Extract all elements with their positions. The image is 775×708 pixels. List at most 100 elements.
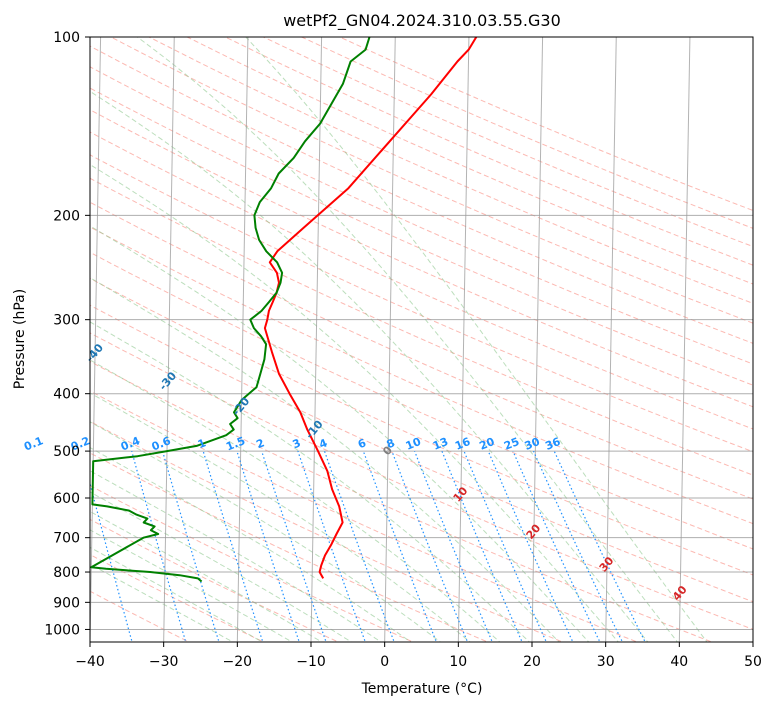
- dry-adiabat: [263, 37, 753, 248]
- x-tick-label: 10: [449, 654, 467, 670]
- mixing-ratio-line: [202, 450, 264, 642]
- y-tick-label: 700: [53, 531, 80, 547]
- y-tick-label: 300: [53, 313, 80, 329]
- y-axis-title: Pressure (hPa): [12, 289, 28, 389]
- moist-adiabat: [90, 90, 649, 642]
- isotherm-line: [605, 37, 617, 642]
- y-tick-label: 800: [53, 565, 80, 581]
- isotherm-label: 10: [451, 484, 471, 504]
- mixing-ratio-line: [414, 450, 493, 642]
- mixing-ratio-label: 6: [356, 436, 368, 451]
- chart-annotation-labels: 0.1 0.2 0.4 0.6 1 1.5 2 3 4 6 8 10 13 16 20 25 30 36-40-3…: [22, 341, 690, 603]
- mixing-ratio-line: [297, 450, 366, 642]
- y-tick-label: 400: [53, 387, 80, 403]
- isotherm-line: [457, 37, 470, 642]
- isotherm-line: [531, 37, 544, 642]
- x-tick-label: −30: [149, 654, 179, 670]
- moist-adiabat: [90, 491, 353, 642]
- x-tick-label: 0: [380, 654, 389, 670]
- mixing-ratio-label: 2: [254, 436, 266, 451]
- dry-adiabat: [90, 390, 639, 642]
- chart-grid: [35, 37, 753, 644]
- mixing-ratio-label: 25: [502, 435, 521, 453]
- isotherm-label: -40: [83, 341, 106, 365]
- dry-adiabat: [90, 277, 753, 576]
- mixing-ratio-line: [512, 450, 601, 642]
- dry-adiabat: [90, 518, 340, 642]
- mixing-ratio-line: [441, 450, 523, 642]
- dry-adiabat: [90, 484, 415, 642]
- mixing-ratio-label: 0.1: [22, 434, 45, 453]
- moist-adiabat: [90, 163, 619, 642]
- dry-adiabat: [90, 251, 753, 550]
- mixing-ratio-line: [323, 450, 395, 642]
- mixing-ratio-line: [90, 481, 133, 642]
- isotherm-line: [384, 37, 396, 642]
- dry-adiabat: [90, 420, 564, 642]
- dry-adiabat: [186, 37, 753, 285]
- dry-adiabat: [90, 87, 753, 386]
- isotherm-line: [752, 613, 753, 642]
- dewpoint-profile-line: [90, 37, 371, 583]
- y-tick-label: 200: [53, 208, 80, 224]
- isotherm-line: [678, 37, 691, 642]
- isotherm-line: [163, 37, 175, 642]
- dry-adiabat: [225, 37, 753, 266]
- x-tick-label: 30: [597, 654, 615, 670]
- isotherm-line: [90, 37, 102, 642]
- moist-adiabat: [90, 446, 412, 642]
- y-tick-label: 600: [53, 491, 80, 507]
- moist-adiabat: [90, 421, 442, 642]
- dry-adiabat: [90, 332, 753, 630]
- dry-adiabat: [90, 109, 753, 408]
- mixing-ratio-line: [553, 450, 646, 642]
- mixing-ratio-line: [391, 450, 469, 642]
- dry-adiabat: [90, 45, 753, 344]
- x-tick-label: −20: [223, 654, 253, 670]
- isotherm-label: 30: [597, 554, 617, 574]
- moist-adiabat: [90, 277, 560, 642]
- mixing-ratio-label: 13: [431, 435, 450, 453]
- mixing-ratio-label: 16: [453, 435, 472, 453]
- mixing-ratio-line: [261, 450, 327, 642]
- x-tick-label: 20: [523, 654, 541, 670]
- dry-adiabat: [90, 590, 190, 642]
- y-tick-label: 900: [53, 595, 80, 611]
- x-axis-title: Temperature (°C): [361, 681, 483, 697]
- isotherm-label: 40: [670, 583, 690, 603]
- y-tick-label: 1000: [44, 622, 80, 638]
- plot-frame: [89, 36, 754, 643]
- x-tick-label: −40: [75, 654, 105, 670]
- isotherm-line: [310, 37, 323, 642]
- dry-adiabat: [90, 177, 753, 476]
- mixing-ratio-label: 4: [317, 436, 329, 451]
- chart-data-layer: [90, 37, 478, 583]
- mixing-ratio-label: 30: [523, 435, 542, 453]
- moist-adiabat: [137, 37, 679, 642]
- dry-adiabat: [339, 37, 753, 212]
- x-tick-label: −10: [296, 654, 326, 670]
- mixing-ratio-line: [161, 450, 220, 642]
- x-tick-label: 40: [670, 654, 688, 670]
- mixing-ratio-label: 10: [404, 435, 423, 453]
- dry-adiabat: [90, 154, 753, 453]
- mixing-ratio-line: [131, 450, 187, 642]
- chart-title: wetPf2_GN04.2024.310.03.55.G30: [283, 11, 561, 31]
- y-tick-label: 100: [53, 30, 80, 46]
- mixing-ratio-label: 1: [196, 436, 208, 451]
- mixing-ratio-label: 20: [477, 435, 496, 453]
- temperature-profile-line: [263, 37, 478, 579]
- isotherm-label: -20: [230, 395, 253, 419]
- dry-adiabat: [90, 131, 753, 430]
- moist-adiabat: [90, 510, 323, 642]
- dry-adiabat: [90, 201, 753, 500]
- x-tick-label: 50: [744, 654, 762, 670]
- isotherm-line: [236, 37, 249, 642]
- isotherm-label: 20: [524, 521, 544, 541]
- mixing-ratio-label: 3: [291, 436, 303, 451]
- mixing-ratio-line: [35, 451, 83, 644]
- dry-adiabat: [90, 554, 265, 642]
- axis-ticks: −40 −30 −20 −10 0 10 20 30 40 50 100 200 300 400 500 60…: [44, 30, 762, 670]
- mixing-ratio-label: 8: [385, 436, 397, 451]
